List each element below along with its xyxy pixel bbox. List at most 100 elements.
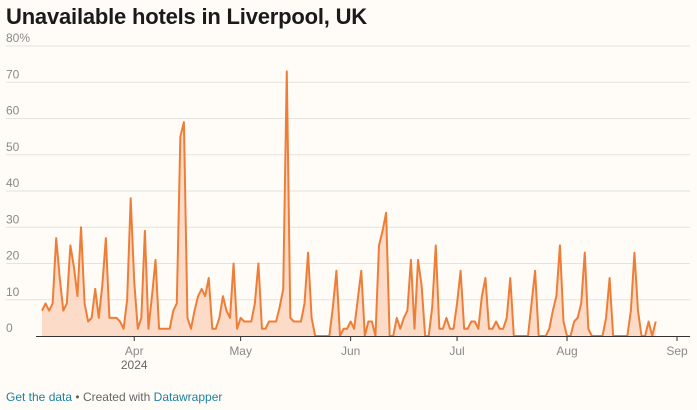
y-tick-label: 60 [6,104,20,118]
footer-separator: • [75,390,80,404]
get-data-link[interactable]: Get the data [6,390,73,404]
data-point [569,335,571,337]
data-point [48,309,50,311]
x-year-label: 2024 [121,358,148,372]
data-point [392,335,394,337]
data-point [427,335,429,337]
data-point [520,335,522,337]
data-point [158,328,160,330]
data-point [193,309,195,311]
data-point [502,328,504,330]
data-point [321,335,323,337]
data-point [555,295,557,297]
data-point [417,259,419,261]
data-point [484,277,486,279]
data-point [310,317,312,319]
data-point [108,317,110,319]
data-point [122,328,124,330]
data-point [129,197,131,199]
x-tick-label: Sep [666,344,688,358]
x-tick-label: Jun [341,344,360,358]
data-point [449,328,451,330]
data-point [608,277,610,279]
data-point [271,320,273,322]
data-point [204,295,206,297]
data-point [59,277,61,279]
data-point [498,328,500,330]
data-point [62,309,64,311]
data-point [161,328,163,330]
x-axis-labels: Apr May Jun Jul Aug Sep 2024 [121,344,688,372]
data-point [151,295,153,297]
data-point [410,259,412,261]
data-point [232,262,234,264]
footer: Get the data • Created with Datawrapper [6,390,222,404]
created-with-text: Created with [82,390,151,404]
data-point [601,335,603,337]
data-point [388,335,390,337]
data-point [381,230,383,232]
data-point [403,317,405,319]
data-point [208,277,210,279]
data-point [264,328,266,330]
data-point [137,328,139,330]
data-point [456,302,458,304]
data-point [300,320,302,322]
data-point [442,328,444,330]
data-point [435,244,437,246]
data-point [282,288,284,290]
data-point [353,328,355,330]
x-tick-label: May [229,344,252,358]
data-point [431,306,433,308]
data-point [147,328,149,330]
data-point [101,284,103,286]
data-point [364,335,366,337]
data-point [413,328,415,330]
datawrapper-link[interactable]: Datawrapper [153,390,223,404]
data-point [587,328,589,330]
data-point [424,335,426,337]
data-point [541,335,543,337]
data-point [66,302,68,304]
data-point [566,335,568,337]
data-point [523,335,525,337]
data-point [239,317,241,319]
data-point [509,277,511,279]
area-chart: 0 10 20 30 40 50 60 70 80% Apr May Jun Jul Aug Sep 202… [6,31,690,372]
data-point [371,320,373,322]
data-point [626,335,628,337]
data-point [303,302,305,304]
data-point [307,251,309,253]
data-point [87,320,89,322]
data-point [396,317,398,319]
data-point [69,244,71,246]
data-point [112,317,114,319]
data-point [495,320,497,322]
data-point [584,251,586,253]
y-tick-label: 70 [6,67,20,81]
data-point [420,284,422,286]
data-point [647,320,649,322]
data-point [534,270,536,272]
data-point [94,288,96,290]
data-point [612,335,614,337]
data-point [229,317,231,319]
data-point [55,237,57,239]
data-point [506,317,508,319]
y-tick-label: 80% [6,31,30,45]
data-point [335,270,337,272]
data-point [332,306,334,308]
x-tick-label: Aug [556,344,577,358]
data-point [293,320,295,322]
data-point [318,335,320,337]
data-point [172,309,174,311]
x-tick-label: Jul [449,344,464,358]
data-point [399,328,401,330]
data-point [651,335,653,337]
data-point [562,320,564,322]
data-point [179,135,181,137]
y-axis-labels: 0 10 20 30 40 50 60 70 80% [6,31,30,335]
data-point [83,302,85,304]
data-point [438,328,440,330]
data-point [51,302,53,304]
